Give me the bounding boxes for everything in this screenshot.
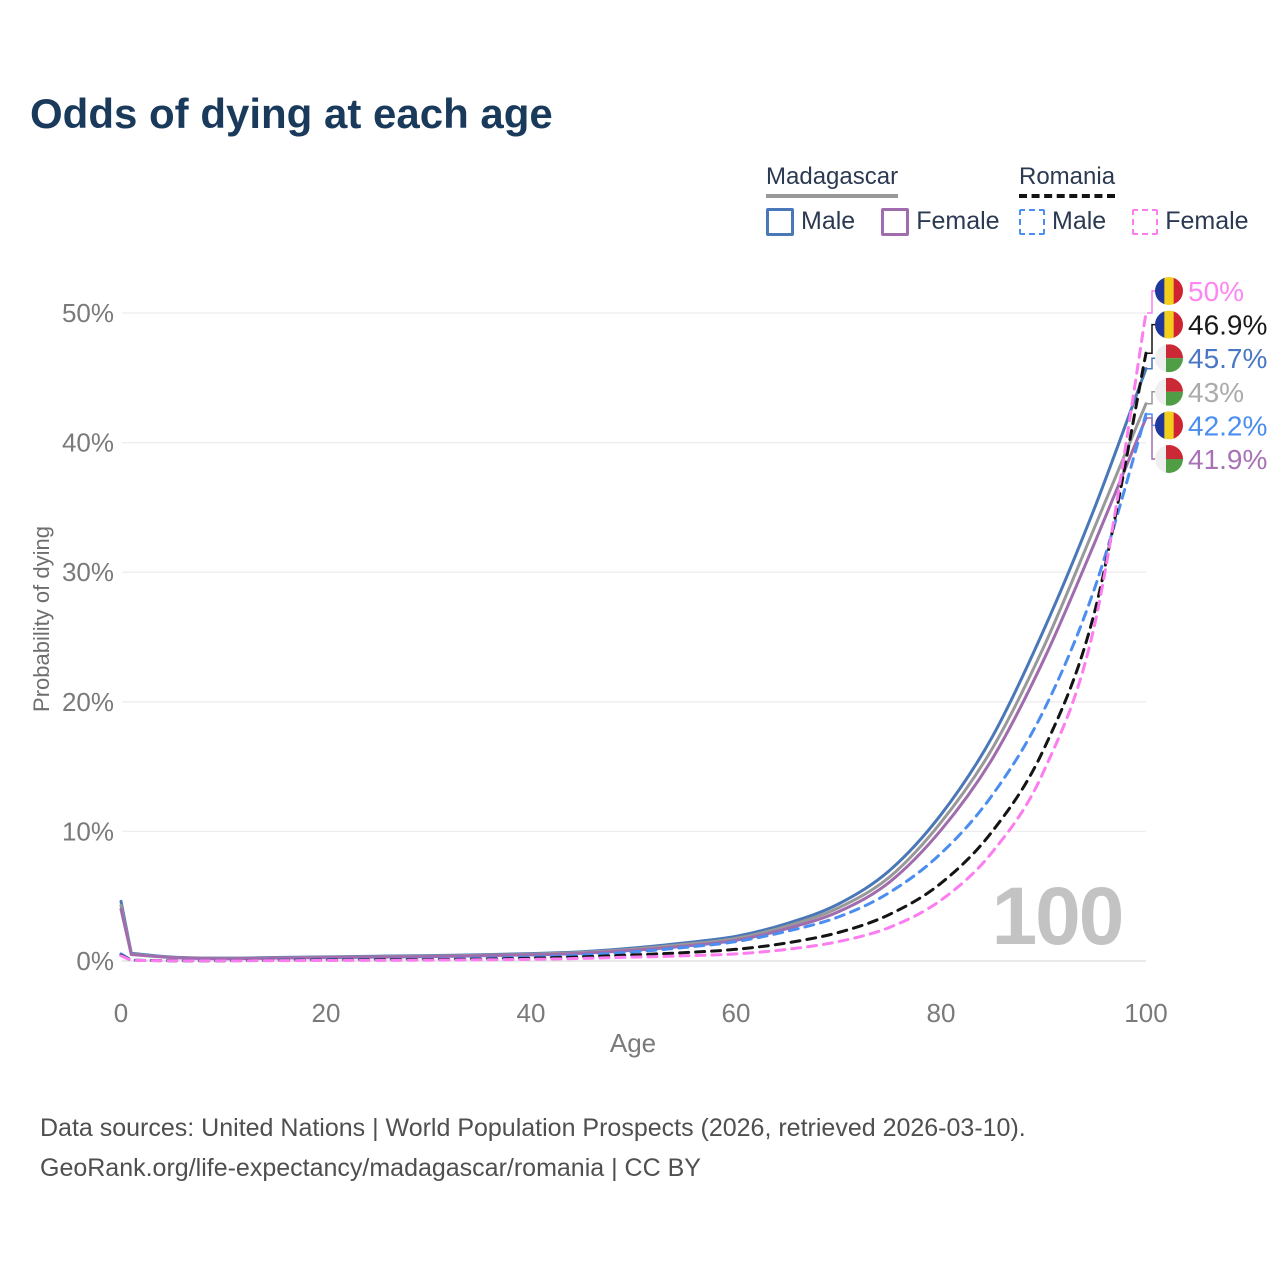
x-tick-label: 0 — [114, 998, 128, 1028]
line-swatch-icon — [881, 207, 910, 236]
y-tick-label: 10% — [62, 816, 114, 846]
legend-country-madagascar[interactable]: Madagascar — [766, 163, 899, 198]
legend-item-madagascar-male[interactable]: Male — [766, 207, 855, 236]
flag-icon-madagascar — [1155, 445, 1183, 473]
legend-country-romania[interactable]: Romania — [1019, 163, 1116, 198]
y-tick-label: 20% — [62, 687, 114, 717]
y-tick-label: 0% — [76, 946, 114, 976]
end-label-value: 41.9% — [1188, 444, 1267, 475]
series-line-madagascar-male[interactable] — [119, 367, 1148, 960]
legend-item-label: Male — [801, 207, 856, 235]
legend-item-label: Male — [1052, 207, 1107, 235]
footer-attribution: GeoRank.org/life-expectancy/madagascar/r… — [40, 1154, 701, 1182]
end-label-value: 42.2% — [1188, 410, 1267, 441]
x-axis-title: Age — [609, 1028, 657, 1058]
flag-icon-romania — [1155, 310, 1183, 339]
legend-item-romania-female[interactable]: Female — [1132, 207, 1249, 236]
legend-item-label: Female — [916, 207, 1000, 235]
flag-icon-madagascar — [1155, 344, 1183, 373]
legend-group-romania: Romania Male Female — [1019, 163, 1249, 236]
end-label-value: 50% — [1188, 276, 1244, 307]
x-tick-label: 20 — [312, 998, 341, 1028]
page-title: Odds of dying at each age — [30, 90, 553, 137]
legend-item-label: Female — [1165, 207, 1249, 235]
footer-data-sources: Data sources: United Nations | World Pop… — [40, 1114, 1026, 1142]
legend-group-madagascar: Madagascar Male Female — [766, 163, 1000, 236]
x-tick-label: 80 — [927, 998, 956, 1028]
y-tick-label: 40% — [62, 428, 114, 458]
flag-icon-romania — [1155, 411, 1183, 440]
series-line-romania-female[interactable] — [119, 311, 1148, 963]
footer: Data sources: United Nations | World Pop… — [40, 1108, 1026, 1188]
end-label-value: 45.7% — [1188, 343, 1267, 374]
flag-icon-romania — [1155, 277, 1183, 305]
end-label-leader-line — [1147, 391, 1156, 405]
end-label-value: 46.9% — [1188, 310, 1267, 341]
end-label-leader-line — [1147, 290, 1156, 314]
hovered-age-watermark: 100 — [992, 871, 1123, 962]
legend-item-romania-male[interactable]: Male — [1019, 207, 1106, 236]
end-label-leader-line — [1147, 417, 1156, 460]
end-label-leader-line — [1147, 357, 1156, 370]
y-tick-label: 50% — [62, 298, 114, 328]
x-tick-label: 100 — [1124, 998, 1167, 1028]
series-line-romania-both-sexes[interactable] — [119, 351, 1148, 963]
line-swatch-icon — [1019, 208, 1045, 235]
line-swatch-icon — [1132, 208, 1159, 235]
flag-icon-madagascar — [1155, 377, 1183, 406]
x-tick-label: 60 — [722, 998, 751, 1028]
y-tick-label: 30% — [62, 557, 114, 587]
end-label-value: 43% — [1188, 377, 1244, 408]
legend-item-madagascar-female[interactable]: Female — [881, 207, 1000, 236]
line-swatch-icon — [766, 207, 794, 236]
end-label-leader-line — [1147, 323, 1156, 354]
x-tick-label: 40 — [517, 998, 546, 1028]
